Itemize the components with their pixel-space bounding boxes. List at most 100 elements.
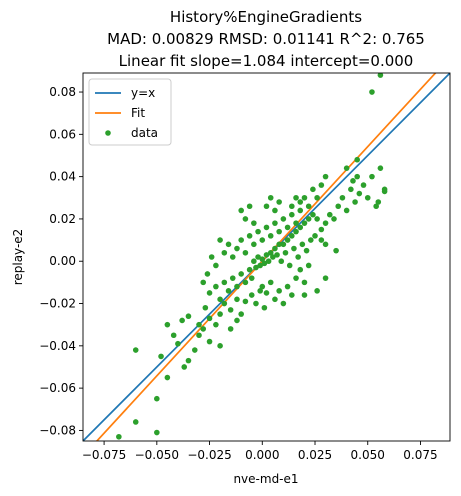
data-point — [297, 207, 304, 214]
data-point — [267, 233, 274, 239]
data-point — [307, 237, 314, 243]
plot-area — [83, 73, 450, 441]
data-point — [272, 296, 278, 303]
data-point — [265, 258, 272, 265]
y-tick-label: 0.02 — [49, 212, 76, 226]
legend-box — [88, 78, 172, 146]
data-point — [293, 194, 299, 201]
data-point — [263, 290, 270, 296]
y-tick-label: −0.06 — [39, 381, 76, 395]
data-point — [221, 279, 228, 286]
data-point — [208, 254, 215, 260]
data-point — [217, 311, 223, 317]
data-point — [175, 340, 181, 347]
data-point — [257, 288, 263, 294]
data-point — [242, 249, 249, 256]
data-point — [261, 260, 268, 267]
data-point — [377, 73, 384, 78]
data-point — [335, 203, 342, 210]
data-point — [295, 254, 301, 260]
data-point — [234, 296, 240, 303]
data-point — [225, 241, 232, 248]
data-point — [191, 347, 198, 353]
data-point — [354, 173, 360, 180]
data-point — [286, 262, 293, 269]
data-point — [276, 228, 282, 235]
data-point — [164, 374, 171, 381]
data-point — [181, 364, 188, 370]
data-point — [251, 241, 257, 248]
chart-title-line-3: Linear fit slope=1.084 intercept=0.000 — [119, 52, 414, 70]
y-tick-label: 0.00 — [49, 254, 76, 268]
data-point — [348, 186, 354, 193]
data-point — [202, 304, 209, 311]
data-point — [154, 429, 160, 436]
data-point — [221, 300, 228, 307]
data-point — [200, 279, 207, 286]
data-point — [276, 288, 282, 294]
data-point — [272, 220, 278, 226]
data-point — [221, 249, 228, 256]
data-point — [251, 220, 257, 226]
legend-label-fit: Fit — [131, 106, 145, 120]
data-point — [238, 207, 244, 214]
data-point — [242, 216, 249, 222]
chart-title-line-2: MAD: 0.00829 RMSD: 0.01141 R^2: 0.765 — [107, 30, 425, 48]
data-point — [196, 321, 202, 328]
data-point — [242, 279, 249, 286]
legend: y=x Fit data — [88, 78, 172, 146]
data-point — [303, 247, 310, 254]
data-point — [213, 321, 219, 328]
data-point — [343, 207, 350, 214]
data-point — [200, 326, 207, 332]
data-point — [289, 292, 295, 298]
data-point — [293, 275, 299, 281]
axes-frame — [82, 72, 451, 442]
y-tick-label: 0.04 — [49, 170, 76, 184]
data-point — [339, 194, 346, 201]
data-point — [154, 395, 160, 402]
data-point — [322, 173, 329, 180]
data-point — [217, 343, 223, 349]
data-point — [318, 237, 325, 243]
data-point — [185, 313, 192, 320]
data-point — [314, 194, 320, 201]
data-point — [206, 338, 213, 345]
data-point — [293, 228, 299, 235]
data-point — [263, 252, 270, 258]
data-point — [284, 237, 291, 243]
data-point — [246, 233, 253, 239]
data-point — [369, 173, 375, 180]
data-point — [251, 258, 257, 265]
x-tick-label: −0.050 — [135, 448, 179, 462]
data-point — [196, 332, 202, 339]
data-point — [312, 233, 318, 239]
y-tick-label: −0.02 — [39, 297, 76, 311]
data-point — [213, 283, 219, 290]
data-point — [257, 262, 263, 269]
data-point — [301, 194, 308, 201]
data-point — [229, 254, 236, 260]
y-tick-label: 0.08 — [49, 85, 76, 99]
data-point — [217, 237, 223, 243]
data-point — [248, 275, 255, 281]
data-point — [259, 256, 266, 262]
data-point — [234, 317, 240, 324]
data-point — [301, 292, 308, 298]
data-point — [263, 224, 270, 231]
data-point — [375, 199, 382, 205]
data-point — [255, 254, 261, 260]
data-point — [289, 211, 295, 218]
data-point — [276, 241, 282, 248]
data-point — [364, 194, 371, 201]
data-point — [246, 203, 253, 210]
data-point — [225, 288, 232, 294]
y-axis-label: replay-e2 — [11, 229, 25, 286]
data-point — [356, 190, 363, 197]
data-point — [301, 279, 308, 286]
data-point — [267, 279, 274, 286]
chart-title: History%EngineGradients MAD: 0.00829 RMS… — [107, 8, 425, 70]
data-point — [238, 237, 244, 243]
data-point — [293, 220, 299, 226]
data-point — [246, 266, 253, 273]
